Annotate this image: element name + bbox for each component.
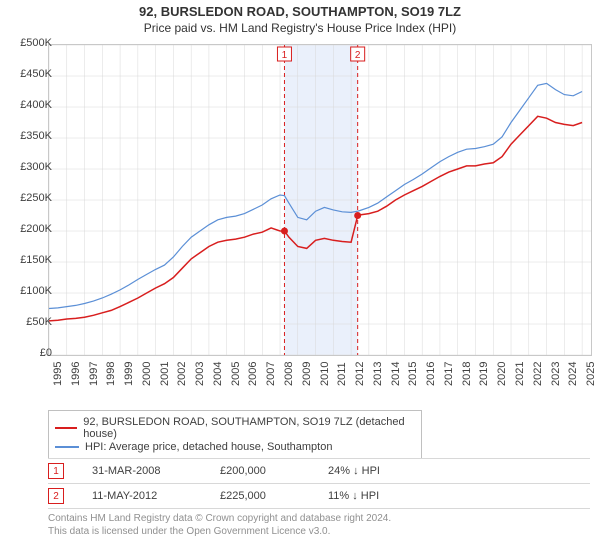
legend-swatch-property <box>55 427 77 429</box>
event-row: 1 31-MAR-2008 £200,000 24% ↓ HPI <box>48 458 590 483</box>
x-axis-tick-label: 1996 <box>70 362 82 386</box>
legend-item-property: 92, BURSLEDON ROAD, SOUTHAMPTON, SO19 7L… <box>55 416 415 440</box>
x-axis-tick-label: 2003 <box>194 362 206 386</box>
events-table: 1 31-MAR-2008 £200,000 24% ↓ HPI 2 11-MA… <box>48 458 590 509</box>
svg-text:2: 2 <box>355 50 361 61</box>
x-axis-tick-label: 2015 <box>407 362 419 386</box>
x-axis-tick-label: 2018 <box>461 362 473 386</box>
event-hpi-1: 24% ↓ HPI <box>328 465 428 477</box>
y-axis-tick-label: £200K <box>8 223 52 235</box>
x-axis-tick-label: 1999 <box>123 362 135 386</box>
legend-label-hpi: HPI: Average price, detached house, Sout… <box>85 441 332 453</box>
chart-subtitle: Price paid vs. HM Land Registry's House … <box>0 21 600 35</box>
x-axis-tick-label: 2001 <box>159 362 171 386</box>
y-axis-tick-label: £450K <box>8 68 52 80</box>
event-hpi-2: 11% ↓ HPI <box>328 490 428 502</box>
x-axis-tick-label: 2017 <box>443 362 455 386</box>
x-axis-tick-label: 2006 <box>247 362 259 386</box>
footer-line-1: Contains HM Land Registry data © Crown c… <box>48 512 590 525</box>
y-axis-tick-label: £500K <box>8 37 52 49</box>
x-axis-tick-label: 2016 <box>425 362 437 386</box>
y-axis-tick-label: £400K <box>8 99 52 111</box>
svg-text:1: 1 <box>282 50 288 61</box>
x-axis-tick-label: 2011 <box>336 362 348 386</box>
y-axis-tick-label: £300K <box>8 161 52 173</box>
x-axis-tick-label: 2007 <box>265 362 277 386</box>
event-marker-2: 2 <box>48 488 64 504</box>
event-date-2: 11-MAY-2012 <box>92 490 192 502</box>
x-axis-tick-label: 2010 <box>319 362 331 386</box>
line-chart: 12 <box>48 44 592 356</box>
x-axis-tick-label: 2024 <box>567 362 579 386</box>
x-axis-tick-label: 1997 <box>88 362 100 386</box>
chart-legend: 92, BURSLEDON ROAD, SOUTHAMPTON, SO19 7L… <box>48 410 422 459</box>
legend-item-hpi: HPI: Average price, detached house, Sout… <box>55 441 415 453</box>
x-axis-tick-label: 2004 <box>212 362 224 386</box>
x-axis-tick-label: 2014 <box>390 362 402 386</box>
y-axis-tick-label: £250K <box>8 192 52 204</box>
x-axis-tick-label: 2023 <box>550 362 562 386</box>
event-price-1: £200,000 <box>220 465 300 477</box>
x-axis-tick-label: 2022 <box>532 362 544 386</box>
chart-title: 92, BURSLEDON ROAD, SOUTHAMPTON, SO19 7L… <box>0 4 600 19</box>
event-price-2: £225,000 <box>220 490 300 502</box>
y-axis-tick-label: £0 <box>8 347 52 359</box>
x-axis-tick-label: 2019 <box>478 362 490 386</box>
legend-label-property: 92, BURSLEDON ROAD, SOUTHAMPTON, SO19 7L… <box>83 416 415 440</box>
x-axis-tick-label: 2012 <box>354 362 366 386</box>
x-axis-tick-label: 2013 <box>372 362 384 386</box>
x-axis-tick-label: 2021 <box>514 362 526 386</box>
event-date-1: 31-MAR-2008 <box>92 465 192 477</box>
y-axis-tick-label: £50K <box>8 316 52 328</box>
footer-line-2: This data is licensed under the Open Gov… <box>48 525 590 538</box>
y-axis-tick-label: £100K <box>8 285 52 297</box>
legend-swatch-hpi <box>55 446 79 448</box>
chart-area: 12 <box>48 44 590 354</box>
event-marker-1: 1 <box>48 463 64 479</box>
x-axis-tick-label: 2025 <box>585 362 597 386</box>
x-axis-tick-label: 1995 <box>52 362 64 386</box>
y-axis-tick-label: £350K <box>8 130 52 142</box>
event-row: 2 11-MAY-2012 £225,000 11% ↓ HPI <box>48 483 590 509</box>
y-axis-tick-label: £150K <box>8 254 52 266</box>
x-axis-tick-label: 1998 <box>105 362 117 386</box>
event-num-1: 1 <box>53 466 59 477</box>
x-axis-tick-label: 2009 <box>301 362 313 386</box>
x-axis-tick-label: 2008 <box>283 362 295 386</box>
x-axis-tick-label: 2005 <box>230 362 242 386</box>
x-axis-tick-label: 2020 <box>496 362 508 386</box>
footer-attribution: Contains HM Land Registry data © Crown c… <box>48 512 590 538</box>
x-axis-tick-label: 2002 <box>176 362 188 386</box>
x-axis-tick-label: 2000 <box>141 362 153 386</box>
event-num-2: 2 <box>53 491 59 502</box>
